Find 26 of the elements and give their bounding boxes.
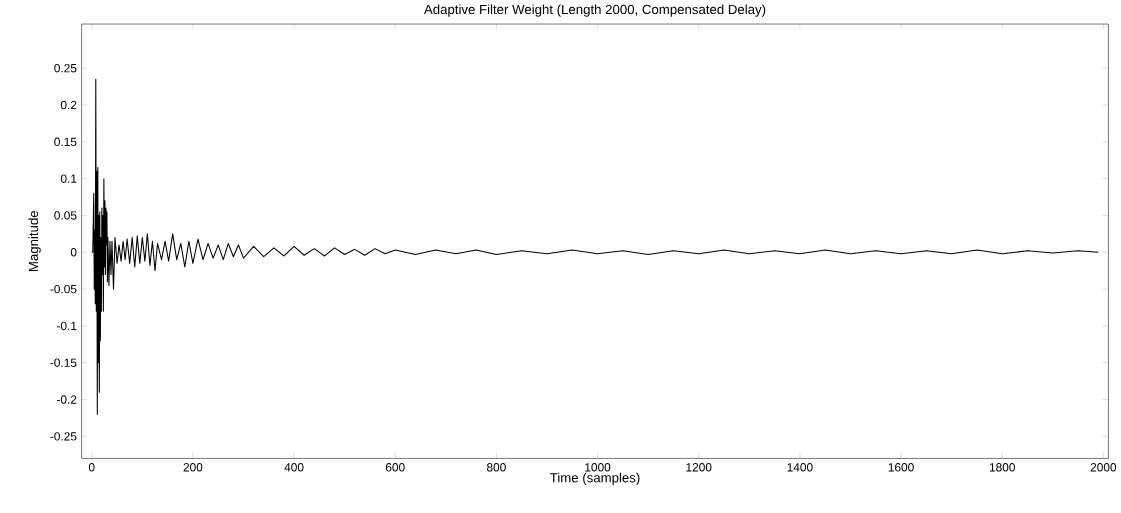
y-tick-label: -0.05	[50, 284, 77, 294]
y-tick-label: 0.2	[60, 100, 77, 110]
x-tick-label: 600	[385, 463, 405, 472]
x-tick-label: 1200	[686, 463, 712, 472]
line-series	[91, 78, 1099, 415]
x-tick-label: 2000	[1090, 463, 1117, 472]
y-tick-label: 0.15	[54, 137, 77, 147]
y-tick-label: -0.25	[50, 432, 77, 441]
x-tick-label: 1400	[787, 463, 813, 472]
x-tick-label: 1600	[888, 463, 914, 472]
x-tick-label: 200	[183, 463, 203, 472]
x-tick-label: 400	[284, 463, 304, 472]
y-tick-label: 0	[70, 248, 77, 257]
y-tick-label: -0.2	[56, 395, 77, 404]
x-tick-label: 800	[486, 463, 506, 472]
y-tick-label: -0.15	[50, 358, 77, 367]
x-tick-label: 0	[88, 463, 95, 472]
y-tick-label: 0.25	[54, 64, 77, 73]
y-axis-title: Magnitude	[28, 210, 41, 272]
y-tick-label: -0.1	[56, 321, 77, 331]
x-axis-title: Time (samples)	[550, 472, 640, 485]
y-tick-label: 0.05	[54, 211, 77, 220]
chart-title: Adaptive Filter Weight (Length 2000, Compensated Delay)	[423, 4, 766, 17]
x-tick-label: 1800	[989, 463, 1015, 472]
x-tick-label: 1000	[585, 463, 611, 472]
y-tick-label: 0.1	[60, 174, 77, 183]
